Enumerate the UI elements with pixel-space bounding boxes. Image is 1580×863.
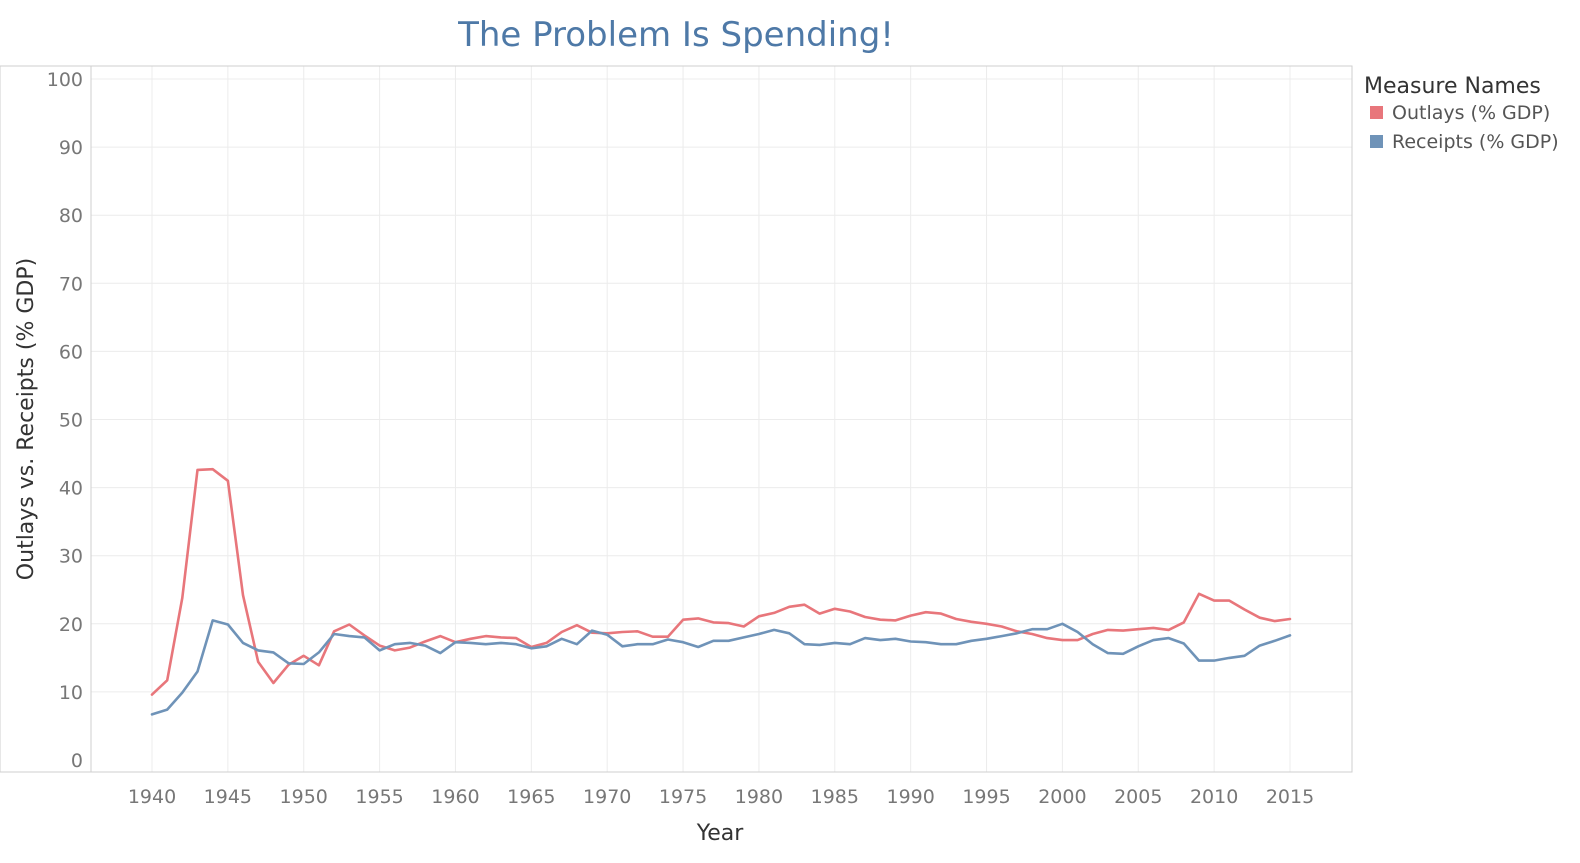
y-axis-ticks: 0 10 20 30 40 50 60 70 80 90 100 (47, 69, 83, 772)
x-axis-title: Year (696, 821, 745, 846)
y-tick-label: 50 (59, 410, 83, 432)
x-gridlines (151, 66, 1291, 772)
legend-label-receipts: Receipts (% GDP) (1392, 131, 1559, 153)
x-tick-label: 1960 (431, 786, 479, 808)
x-tick-label: 1945 (204, 786, 252, 808)
y-tick-label: 100 (47, 69, 83, 91)
series-lines (150, 467, 1292, 716)
legend-swatch-receipts (1370, 135, 1383, 148)
y-gridlines (91, 78, 1352, 693)
legend-swatch-outlays (1370, 106, 1383, 119)
y-tick-label: 20 (59, 614, 83, 636)
x-tick-label: 1955 (355, 786, 403, 808)
x-tick-label: 1975 (659, 786, 707, 808)
x-tick-label: 1985 (811, 786, 859, 808)
x-tick-label: 1940 (128, 786, 176, 808)
y-tick-label: 40 (59, 478, 83, 500)
x-tick-label: 1990 (886, 786, 934, 808)
y-tick-label: 30 (59, 546, 83, 568)
y-tick-label: 90 (59, 137, 83, 159)
series-line-receipts (150, 619, 1292, 716)
x-tick-label: 2005 (1114, 786, 1162, 808)
series-line-outlays (150, 467, 1292, 696)
x-tick-label: 2015 (1266, 786, 1314, 808)
chart-title: The Problem Is Spending! (457, 15, 894, 55)
x-tick-label: 1950 (280, 786, 328, 808)
legend-label-outlays: Outlays (% GDP) (1392, 102, 1550, 124)
y-tick-label: 60 (59, 341, 83, 363)
x-tick-label: 1965 (507, 786, 555, 808)
x-axis-ticks: 1940 1945 1950 1955 1960 1965 1970 1975 1980 1985… (128, 786, 1314, 808)
y-tick-label: 70 (59, 273, 83, 295)
x-tick-label: 1995 (962, 786, 1010, 808)
x-tick-label: 2010 (1190, 786, 1238, 808)
y-tick-label: 80 (59, 205, 83, 227)
legend: Measure Names Outlays (% GDP) Receipts (%… (1364, 74, 1559, 153)
plot-frame (0, 65, 1353, 773)
y-axis-title: Outlays vs. Receipts (% GDP) (14, 258, 39, 580)
y-tick-label: 0 (71, 750, 83, 772)
y-tick-label: 10 (59, 682, 83, 704)
x-tick-label: 1980 (735, 786, 783, 808)
x-tick-label: 1970 (583, 786, 631, 808)
x-tick-label: 2000 (1038, 786, 1086, 808)
legend-title: Measure Names (1364, 74, 1541, 99)
